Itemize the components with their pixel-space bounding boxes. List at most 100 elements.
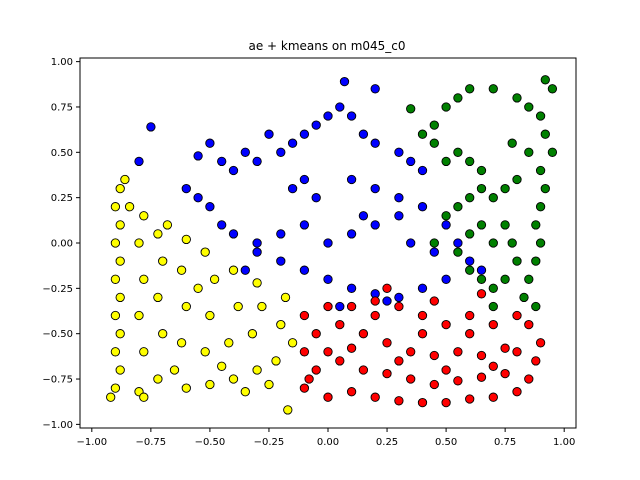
point-s0-38: [252, 365, 262, 375]
point-s3-23: [394, 301, 404, 312]
y-tick-label-7: 0.75: [51, 102, 73, 113]
point-s2-12: [535, 202, 546, 212]
point-s1-51: [146, 122, 156, 132]
point-s1-8: [311, 120, 321, 130]
point-s3-20: [465, 310, 475, 321]
point-s2-49: [406, 104, 416, 114]
point-s2-2: [453, 93, 463, 103]
point-s1-43: [240, 265, 250, 275]
point-s3-36: [358, 365, 369, 375]
point-s0-5: [110, 310, 121, 321]
point-s1-50: [287, 183, 298, 194]
point-s0-41: [252, 278, 262, 288]
x-tick-label-6: 0.50: [435, 437, 457, 448]
point-s1-44: [346, 174, 357, 185]
point-s0-21: [153, 292, 163, 303]
point-s3-42: [500, 368, 510, 379]
point-s1-10: [335, 102, 345, 112]
point-s0-11: [110, 202, 121, 212]
point-s1-13: [370, 138, 380, 148]
point-s1-18: [193, 193, 203, 203]
point-s2-8: [540, 129, 550, 139]
point-s2-5: [512, 93, 522, 103]
point-s2-19: [500, 183, 510, 194]
point-s2-44: [547, 84, 558, 94]
point-s1-15: [406, 156, 416, 167]
y-tick-label-8: 1.00: [51, 57, 73, 68]
point-s3-13: [512, 387, 522, 397]
point-s0-6: [115, 292, 125, 303]
point-s3-15: [531, 356, 541, 366]
point-s1-14: [394, 147, 404, 157]
point-s3-31: [429, 350, 439, 361]
point-s2-22: [465, 193, 475, 203]
y-tick-label-4: 0.00: [51, 239, 73, 250]
point-s2-46: [524, 147, 534, 157]
point-s3-0: [299, 310, 310, 321]
point-s2-7: [535, 111, 546, 121]
point-s0-4: [115, 329, 125, 339]
point-s2-4: [488, 84, 498, 94]
point-s0-22: [158, 256, 168, 266]
point-s3-53: [382, 283, 392, 293]
point-s1-54: [370, 84, 380, 94]
point-s0-51: [169, 365, 180, 375]
point-s0-53: [240, 387, 250, 397]
point-s0-10: [115, 220, 125, 230]
point-s2-33: [500, 220, 510, 230]
point-s1-22: [252, 238, 262, 248]
point-s1-23: [276, 229, 286, 239]
point-s3-35: [335, 356, 345, 366]
point-s3-52: [488, 361, 498, 371]
point-s3-12: [488, 392, 498, 402]
point-s3-5: [323, 392, 333, 402]
point-s3-46: [417, 329, 428, 339]
point-s2-41: [465, 156, 475, 167]
point-s3-48: [512, 347, 522, 357]
point-s1-45: [370, 183, 380, 194]
point-s3-55: [476, 289, 487, 299]
point-s0-23: [153, 229, 163, 239]
point-s0-7: [110, 274, 121, 284]
point-s1-17: [181, 183, 191, 194]
point-s3-9: [417, 397, 428, 408]
y-tick-label-0: −1.00: [42, 420, 73, 431]
point-s2-25: [429, 238, 439, 248]
point-s2-24: [441, 211, 451, 221]
point-s0-44: [280, 292, 291, 303]
point-s3-18: [512, 310, 522, 321]
point-s2-11: [540, 183, 550, 194]
point-s2-28: [476, 274, 487, 284]
point-s0-16: [134, 310, 144, 321]
x-tick-label-7: 0.75: [494, 437, 516, 448]
point-s2-32: [507, 238, 517, 248]
point-s1-27: [370, 220, 380, 230]
point-s1-53: [339, 76, 350, 87]
point-s0-34: [228, 374, 239, 384]
point-s0-2: [115, 365, 125, 375]
x-tick-label-0: −1.00: [76, 437, 107, 448]
point-s0-33: [200, 247, 210, 257]
point-s1-12: [358, 129, 369, 139]
point-s3-44: [304, 374, 314, 384]
point-s2-23: [453, 202, 463, 212]
point-s1-9: [323, 111, 333, 121]
point-s0-55: [193, 283, 203, 293]
point-s0-36: [233, 301, 243, 312]
point-s0-52: [217, 361, 227, 371]
point-s3-14: [524, 374, 534, 384]
point-s2-30: [500, 274, 510, 284]
y-tick-label-5: 0.25: [51, 193, 73, 204]
point-s2-9: [547, 147, 558, 157]
point-s2-15: [531, 256, 541, 266]
point-s1-5: [276, 147, 286, 157]
point-s2-48: [488, 301, 498, 312]
point-s1-56: [335, 301, 345, 312]
point-s0-48: [139, 211, 149, 221]
point-s1-42: [252, 247, 262, 257]
point-s0-39: [247, 329, 258, 339]
point-s1-30: [441, 220, 451, 230]
point-s3-33: [476, 350, 487, 361]
point-s0-37: [228, 265, 239, 275]
